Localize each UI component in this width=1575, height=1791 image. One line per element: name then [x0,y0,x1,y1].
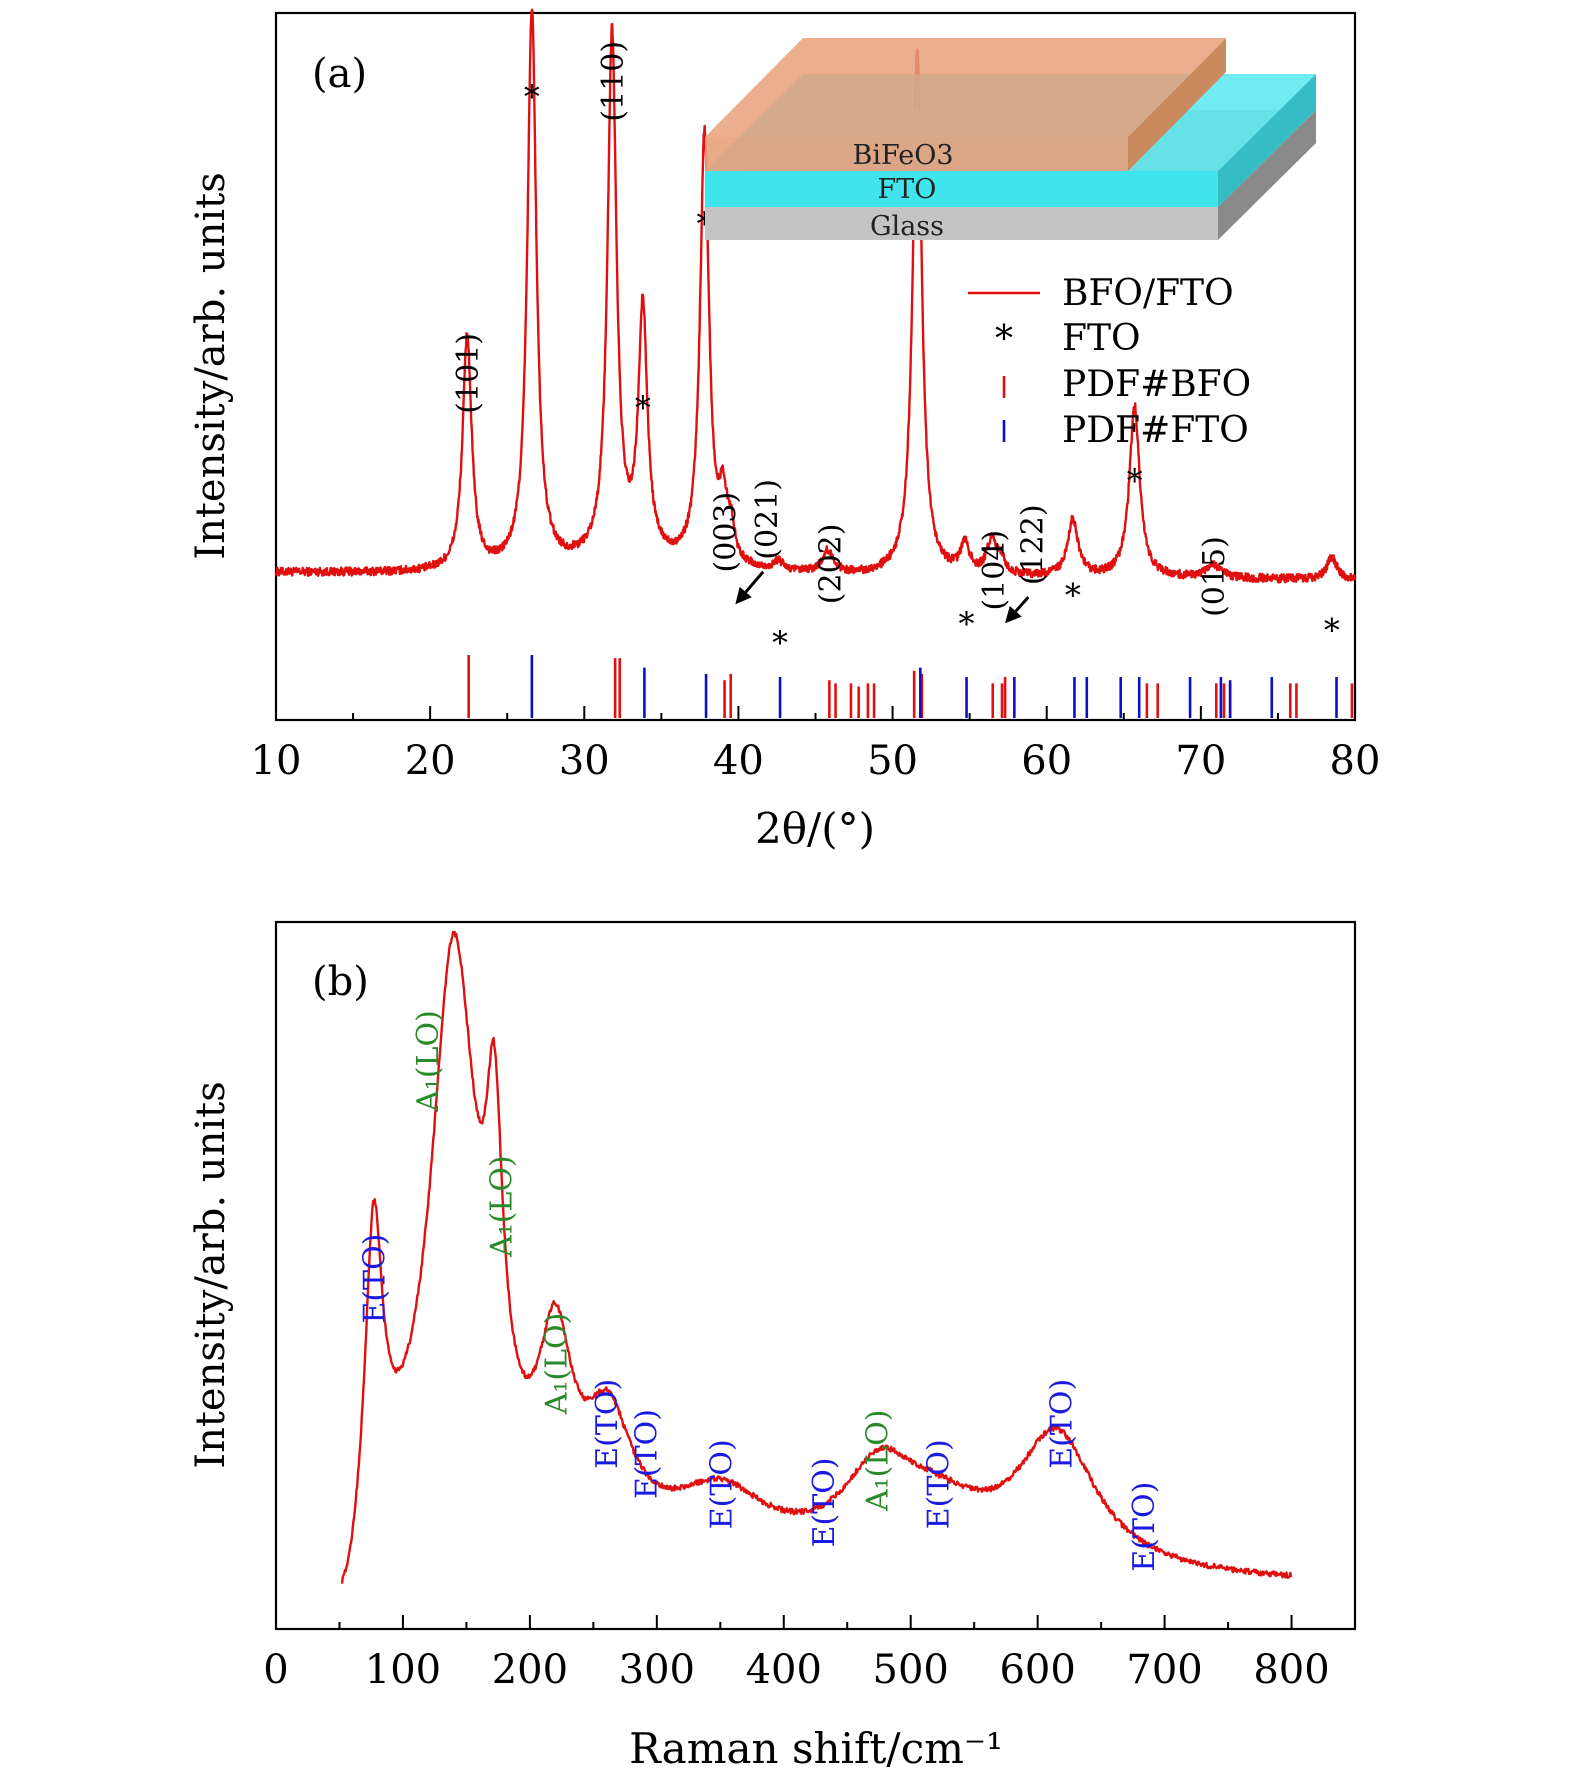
e-to-mode-label: E(TO) [629,1409,664,1499]
x-tick-label: 80 [1330,738,1381,784]
fto-peak-marker: * [1127,462,1143,500]
fto-peak-marker: * [959,605,975,643]
layer-stack-inset: BiFeO3 FTO Glass [705,38,1316,242]
bfo-layer-top [705,38,1226,137]
peak-label: (104) [977,530,1012,611]
peak-label: (110) [596,41,631,122]
glass-layer-label: Glass [870,211,944,242]
panel-a-label: (a) [312,51,367,97]
fto-peak-marker: * [1065,576,1081,614]
panel-a: (a) Intensity/arb. units 2θ/(°) 10 20 30 40… [188,8,1381,853]
e-to-mode-label: E(TO) [1127,1482,1162,1572]
panel-b-x-axis: 0 100 200 300 400 500 600 700 800 [263,1615,1330,1693]
e-to-mode-label: E(TO) [704,1439,739,1529]
a1-lo-mode-label: A₁(LO) [411,1010,446,1113]
e-to-mode-label: E(TO) [807,1457,842,1547]
a1-lo-mode-label: A₁(LO) [539,1313,574,1416]
peak-label: (021) [750,479,785,560]
legend-label-bfo-fto: BFO/FTO [1062,273,1234,314]
panel-b-label: (b) [312,959,369,1005]
panel-a-pdf-reference-lines [467,655,1354,718]
panel-a-legend: * BFO/FTO FTO PDF#BFO PDF#FTO [968,273,1251,451]
x-tick-label: 70 [1175,738,1226,784]
x-tick-label: 30 [559,738,610,784]
x-tick-label: 100 [365,1647,441,1693]
e-to-mode-label: E(TO) [590,1379,625,1469]
x-tick-label: 40 [713,738,764,784]
bfo-layer-label: BiFeO3 [852,140,953,171]
panel-b-raman-series [340,930,1293,1584]
panel-a-x-axis-label: 2θ/(°) [755,804,875,853]
legend-label-pdf-bfo: PDF#BFO [1062,364,1251,405]
panel-b-plot-frame [274,920,1357,1631]
e-to-mode-label: E(TO) [921,1439,956,1529]
arrow-line [744,570,765,594]
x-tick-label: 20 [405,738,456,784]
x-tick-label: 10 [251,738,302,784]
peak-label: (003) [709,492,744,573]
x-tick-label: 700 [1126,1647,1202,1693]
peak-label: (122) [1015,504,1050,585]
panel-a-series-bfo-fto [274,8,1356,584]
fto-layer-side [1218,74,1316,207]
x-tick-label: 400 [746,1647,822,1693]
legend-label-pdf-fto: PDF#FTO [1062,410,1249,451]
arrow-head [1005,605,1022,624]
fto-peak-marker: * [772,624,788,662]
panel-a-x-axis: 10 20 30 40 50 60 70 80 [251,706,1381,784]
panel-b: (b) Intensity/arb. units Raman shift/cm⁻… [188,920,1357,1773]
fto-layer-label: FTO [878,174,937,205]
fto-peak-marker: * [524,78,540,116]
arrow-head [735,586,752,605]
x-tick-label: 60 [1021,738,1072,784]
peak-label: (202) [813,524,848,605]
x-tick-label: 50 [867,738,918,784]
legend-marker-fto: * [995,319,1013,360]
peak-label: (101) [451,333,486,414]
glass-layer-front [705,207,1218,240]
panel-b-x-axis-label: Raman shift/cm⁻¹ [629,1724,1003,1773]
a1-lo-mode-label: A₁(LO) [860,1409,895,1512]
bfo-layer-side [1128,38,1226,171]
panel-b-y-axis-label: Intensity/arb. units [188,1081,234,1468]
peak-label: (015) [1197,536,1232,617]
a1-lo-mode-label: A₁(LO) [485,1155,520,1258]
bfo-layer-front [705,137,1128,171]
x-tick-label: 600 [999,1647,1075,1693]
x-tick-label: 200 [492,1647,568,1693]
x-tick-label: 300 [619,1647,695,1693]
e-to-mode-label: E(TO) [1044,1379,1079,1469]
x-tick-label: 800 [1253,1647,1329,1693]
arrow-line [1014,596,1030,613]
glass-layer-side [1218,110,1316,240]
panel-b-mode-annotations: E(TO)A₁(LO)A₁(LO)A₁(LO)E(TO) E(TO) E(TO) E(… [358,1010,1162,1571]
x-tick-label: 0 [263,1647,288,1693]
x-tick-label: 500 [873,1647,949,1693]
fto-peak-marker: * [1324,611,1340,649]
fto-layer-front [705,171,1218,207]
e-to-mode-label: E(TO) [358,1234,393,1324]
fto-peak-marker: * [635,389,651,427]
panel-a-y-axis-label: Intensity/arb. units [188,172,234,559]
legend-label-fto: FTO [1062,318,1141,359]
